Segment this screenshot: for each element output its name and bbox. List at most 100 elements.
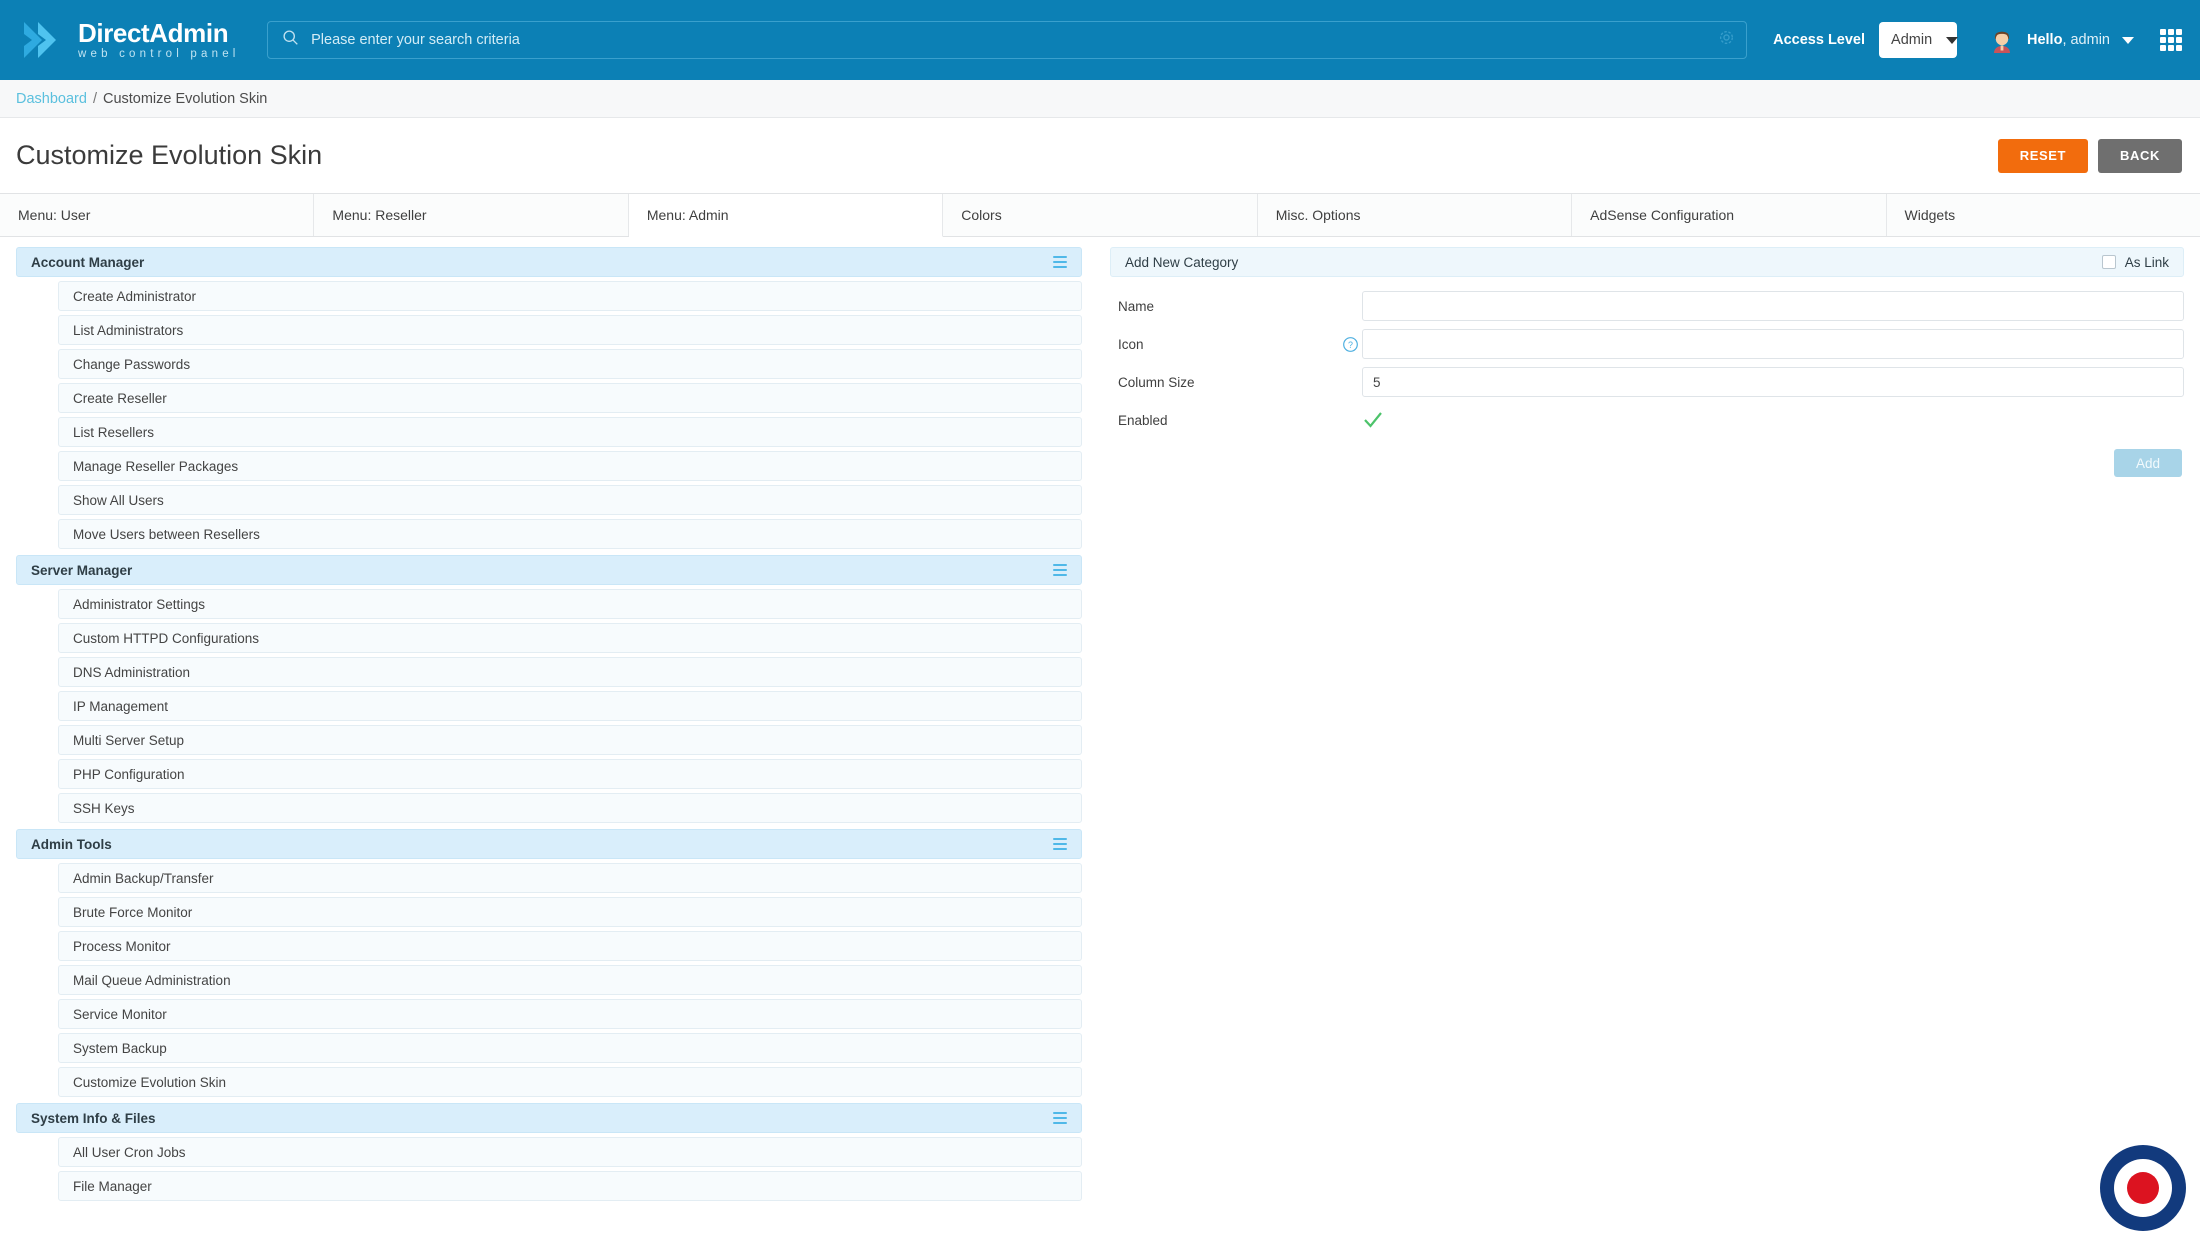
menu-category-title: System Info & Files	[31, 1110, 156, 1126]
menu-item[interactable]: List Resellers	[58, 417, 1082, 447]
form-row-name: Name	[1110, 291, 2184, 321]
avatar	[1987, 25, 2017, 55]
menu-item[interactable]: Brute Force Monitor	[58, 897, 1082, 927]
name-label: Name	[1118, 298, 1155, 314]
tab-menu-reseller[interactable]: Menu: Reseller	[314, 194, 629, 236]
menu-item[interactable]: Mail Queue Administration	[58, 965, 1082, 995]
menu-item[interactable]: Create Administrator	[58, 281, 1082, 311]
icon-label: Icon	[1118, 336, 1144, 352]
search-box[interactable]	[267, 21, 1748, 59]
tab-bar: Menu: User Menu: Reseller Menu: Admin Co…	[0, 193, 2200, 237]
chevron-down-icon[interactable]	[2122, 36, 2134, 44]
as-link-toggle[interactable]: As Link	[2101, 254, 2169, 270]
gear-icon[interactable]	[1717, 28, 1736, 52]
add-category-header: Add New Category As Link	[1110, 247, 2184, 277]
greeting-prefix: Hello	[2026, 32, 2063, 48]
app-logo[interactable]: DirectAdmin web control panel	[22, 18, 247, 62]
question-circle-icon[interactable]: ?	[1338, 336, 1362, 353]
menu-category-list: Account Manager Create Administrator List …	[16, 247, 1096, 1243]
record-indicator-dot	[2127, 1172, 2159, 1204]
menu-category-header[interactable]: System Info & Files	[16, 1103, 1082, 1133]
column-size-input[interactable]	[1362, 367, 2184, 397]
menu-item[interactable]: Show All Users	[58, 485, 1082, 515]
check-mark-icon[interactable]	[1362, 409, 1384, 431]
menu-item[interactable]: All User Cron Jobs	[58, 1137, 1082, 1167]
menu-item[interactable]: Customize Evolution Skin	[58, 1067, 1082, 1097]
menu-item[interactable]: Service Monitor	[58, 999, 1082, 1029]
chevron-double-right-icon	[22, 18, 64, 62]
checkbox-unchecked-icon[interactable]	[2101, 255, 2116, 269]
form-actions: Add	[1110, 449, 2184, 477]
drag-handle-icon[interactable]	[1053, 563, 1067, 577]
search-icon	[282, 29, 299, 51]
drag-handle-icon[interactable]	[1053, 837, 1067, 851]
menu-item[interactable]: Process Monitor	[58, 931, 1082, 961]
menu-item[interactable]: Multi Server Setup	[58, 725, 1082, 755]
breadcrumb: Dashboard / Customize Evolution Skin	[0, 80, 2200, 118]
form-row-icon: Icon ?	[1110, 329, 2184, 359]
form-row-column-size: Column Size	[1110, 367, 2184, 397]
menu-item[interactable]: DNS Administration	[58, 657, 1082, 687]
name-input[interactable]	[1362, 291, 2184, 321]
menu-category-header[interactable]: Admin Tools	[16, 829, 1082, 859]
add-category-form: Name Icon ? Column Size	[1110, 291, 2184, 477]
back-button[interactable]: BACK	[2098, 138, 2182, 173]
menu-category-title: Admin Tools	[31, 836, 112, 852]
breadcrumb-item-dashboard[interactable]: Dashboard	[16, 90, 87, 107]
user-greeting[interactable]: Hello, admin	[2027, 32, 2110, 48]
logo-title: DirectAdmin	[78, 17, 229, 48]
menu-item[interactable]: File Manager	[58, 1171, 1082, 1201]
tab-widgets[interactable]: Widgets	[1886, 194, 2200, 236]
menu-item[interactable]: Move Users between Resellers	[58, 519, 1082, 549]
menu-category-title: Server Manager	[31, 562, 133, 578]
logo-subtitle: web control panel	[78, 47, 240, 60]
page-header: Customize Evolution Skin RESET BACK	[0, 118, 2200, 193]
drag-handle-icon[interactable]	[1053, 1111, 1067, 1125]
page-actions: RESET BACK	[1997, 138, 2182, 173]
menu-item[interactable]: Create Reseller	[58, 383, 1082, 413]
add-category-panel: Add New Category As Link Name Icon	[1096, 247, 2184, 1243]
breadcrumb-separator: /	[92, 90, 97, 107]
menu-item[interactable]: Change Passwords	[58, 349, 1082, 379]
chevron-down-icon	[1946, 36, 1959, 44]
form-row-enabled: Enabled	[1110, 405, 2184, 435]
menu-item[interactable]: SSH Keys	[58, 793, 1082, 823]
menu-item[interactable]: PHP Configuration	[58, 759, 1082, 789]
top-navigation-bar: DirectAdmin web control panel	[0, 0, 2200, 80]
access-level-select[interactable]: Admin	[1879, 22, 1959, 58]
reset-button[interactable]: RESET	[1997, 138, 2089, 173]
tab-misc-options[interactable]: Misc. Options	[1257, 194, 1573, 236]
access-level-label: Access Level	[1773, 32, 1866, 48]
search-input[interactable]	[311, 32, 1718, 48]
add-category-title: Add New Category	[1125, 254, 1239, 270]
add-button[interactable]: Add	[2113, 449, 2182, 477]
menu-item[interactable]: Custom HTTPD Configurations	[58, 623, 1082, 653]
menu-item[interactable]: Admin Backup/Transfer	[58, 863, 1082, 893]
as-link-label: As Link	[2124, 254, 2169, 270]
menu-category-header[interactable]: Server Manager	[16, 555, 1082, 585]
record-indicator-icon	[2100, 1145, 2186, 1231]
tab-menu-admin[interactable]: Menu: Admin	[628, 194, 944, 237]
menu-item[interactable]: IP Management	[58, 691, 1082, 721]
logo-text-block: DirectAdmin web control panel	[78, 20, 240, 61]
tab-menu-user[interactable]: Menu: User	[0, 194, 315, 236]
access-level-value: Admin	[1891, 32, 1933, 48]
column-size-label: Column Size	[1118, 374, 1195, 390]
apps-grid-icon[interactable]	[2160, 29, 2182, 51]
icon-input[interactable]	[1362, 329, 2184, 359]
drag-handle-icon[interactable]	[1053, 255, 1067, 269]
enabled-label: Enabled	[1118, 412, 1168, 428]
record-indicator-mid	[2114, 1159, 2172, 1217]
menu-item[interactable]: Manage Reseller Packages	[58, 451, 1082, 481]
menu-item[interactable]: System Backup	[58, 1033, 1082, 1063]
svg-text:?: ?	[1348, 340, 1353, 350]
menu-item[interactable]: Administrator Settings	[58, 589, 1082, 619]
menu-item[interactable]: List Administrators	[58, 315, 1082, 345]
tab-colors[interactable]: Colors	[943, 194, 1258, 236]
main-content: Account Manager Create Administrator List …	[0, 237, 2200, 1243]
breadcrumb-item-current: Customize Evolution Skin	[102, 90, 268, 107]
tab-adsense-configuration[interactable]: AdSense Configuration	[1572, 194, 1887, 236]
menu-category-header[interactable]: Account Manager	[16, 247, 1082, 277]
menu-category-title: Account Manager	[31, 254, 145, 270]
